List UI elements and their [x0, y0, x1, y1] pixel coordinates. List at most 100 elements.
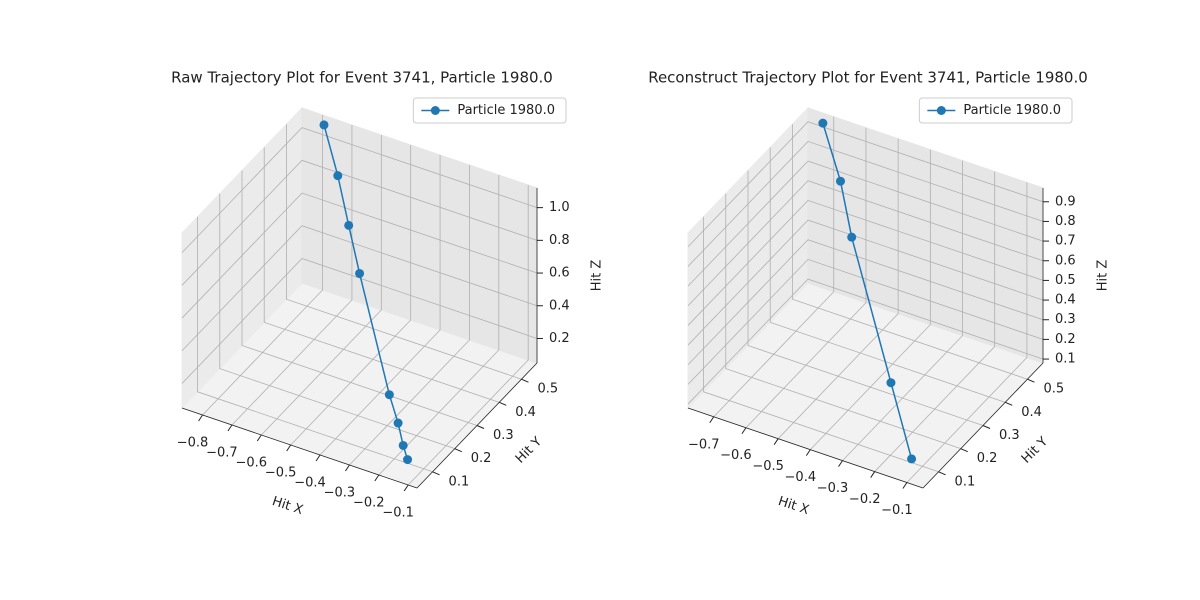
grid-line: [703, 216, 939, 473]
hit-point: [907, 454, 917, 464]
x-tick: [838, 460, 843, 467]
y-axis: [922, 362, 1044, 489]
x-tick-label: −0.6: [720, 448, 752, 463]
chart-title: Reconstruct Trajectory Plot for Event 37…: [648, 69, 1088, 87]
x-tick-label: −0.2: [849, 492, 881, 507]
y-tick: [499, 401, 507, 406]
y-tick: [960, 448, 968, 453]
grid-line: [687, 278, 1044, 405]
hit-point: [333, 171, 343, 181]
x-tick-label: −0.1: [382, 506, 414, 521]
grid-line: [687, 160, 1044, 287]
x-tick: [256, 434, 262, 442]
grid-line: [319, 155, 441, 456]
hit-point: [384, 390, 394, 400]
x-tick: [227, 424, 233, 432]
grid-line: [349, 165, 470, 466]
grid-line: [687, 239, 1044, 366]
hit-point: [403, 455, 413, 465]
grid-line: [687, 140, 1044, 267]
grid-line: [181, 192, 538, 319]
y-tick-label: 0.1: [449, 474, 470, 489]
x-tick: [403, 484, 409, 492]
grid-line: [290, 145, 412, 446]
z-tick-label: 0.4: [549, 298, 570, 313]
z-tick-label: 0.2: [1055, 332, 1076, 347]
y-tick-label: 0.4: [1021, 405, 1042, 420]
z-axis-label: Hit Z: [1096, 260, 1111, 292]
z-tick-label: 0.5: [1055, 273, 1076, 288]
grid-line: [219, 193, 455, 450]
x-tick: [773, 438, 779, 445]
subplot: Raw Trajectory Plot for Event 3741, Part…: [171, 69, 604, 521]
hit-point: [393, 418, 403, 428]
y-tick: [521, 378, 529, 383]
z-tick-label: 0.9: [1055, 194, 1076, 209]
y-tick: [476, 425, 485, 429]
grid-line: [197, 216, 433, 473]
y-tick: [982, 425, 991, 429]
x-tick: [345, 464, 350, 472]
y-tick-label: 0.5: [1043, 382, 1064, 397]
x-tick-label: −0.5: [752, 459, 784, 474]
z-tick-label: 0.2: [549, 331, 570, 346]
z-tick-label: 0.7: [1055, 234, 1076, 249]
grid-line: [687, 121, 1044, 248]
legend-label: Particle 1980.0: [457, 103, 555, 118]
x-tick-label: −0.7: [688, 437, 720, 452]
z-tick-label: 0.8: [549, 233, 570, 248]
grid-line: [202, 115, 323, 416]
y-tick: [454, 448, 462, 453]
hit-point: [886, 378, 896, 388]
hit-point: [355, 268, 365, 278]
x-tick-label: −0.2: [353, 496, 385, 511]
y-tick-label: 0.2: [471, 451, 492, 466]
hit-point: [818, 118, 828, 128]
x-tick: [315, 454, 321, 462]
grid-line: [769, 147, 1006, 403]
x-axis: [687, 407, 924, 489]
grid-line: [792, 124, 1028, 380]
grid-line: [241, 170, 478, 426]
legend: Particle 1980.0: [918, 97, 1073, 124]
x-axis-label: Hit X: [270, 494, 305, 518]
x-tick-label: −0.8: [177, 436, 209, 451]
x-tick: [902, 482, 908, 489]
z-tick-label: 0.6: [1055, 253, 1076, 268]
hit-point: [398, 440, 408, 450]
legend-box: [412, 97, 567, 124]
grid-line: [687, 180, 1044, 307]
grid-line: [842, 160, 963, 461]
y-tick-label: 0.2: [977, 451, 998, 466]
z-tick-label: 1.0: [549, 200, 570, 215]
x-axis: [181, 407, 418, 489]
legend-marker: [430, 106, 440, 115]
x-tick: [198, 414, 203, 422]
x-tick-label: −0.3: [324, 486, 356, 501]
x-tick-label: −0.4: [785, 470, 817, 485]
hit-point: [836, 176, 846, 186]
x-tick: [374, 474, 380, 482]
y-tick-label: 0.3: [493, 428, 514, 443]
hit-point: [847, 232, 857, 242]
grid-line: [874, 171, 996, 472]
x-tick-label: −0.7: [206, 446, 238, 461]
y-axis: [416, 362, 538, 489]
x-axis-label: Hit X: [776, 494, 811, 518]
z-tick-label: 0.8: [1055, 214, 1076, 229]
legend-marker: [936, 106, 946, 115]
legend: Particle 1980.0: [412, 97, 567, 124]
z-tick-label: 0.1: [1055, 352, 1076, 367]
x-tick: [870, 471, 876, 478]
grid-line: [777, 138, 899, 439]
grid-line: [725, 193, 961, 450]
legend-label: Particle 1980.0: [963, 103, 1061, 118]
z-tick-label: 0.3: [1055, 312, 1076, 327]
y-axis-label: Hit Y: [513, 434, 545, 466]
x-tick-label: −0.6: [236, 456, 268, 471]
grid-line: [713, 116, 835, 418]
grid-line: [687, 199, 1044, 326]
z-tick-label: 0.4: [1055, 293, 1076, 308]
x-tick-label: −0.5: [265, 466, 297, 481]
